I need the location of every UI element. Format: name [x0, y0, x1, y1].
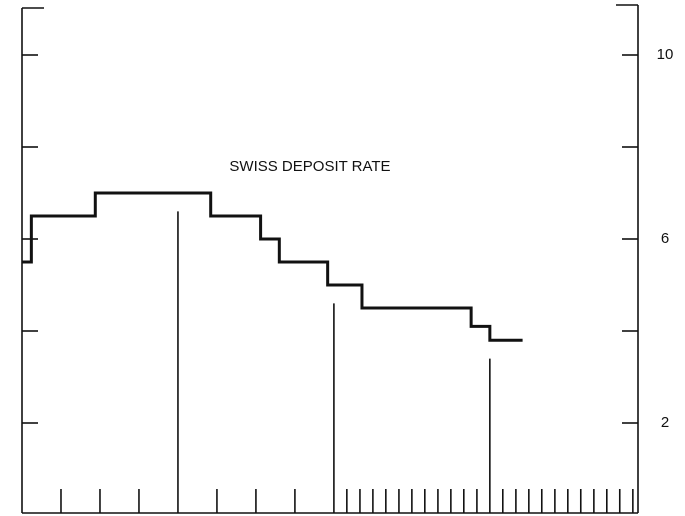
- y-tick-label: 2: [661, 414, 669, 431]
- y-tick-label: 6: [661, 230, 669, 247]
- rate-line: [22, 191, 523, 342]
- y-tick-label: 10: [657, 46, 674, 63]
- annotation: SWISS DEPOSIT RATE: [229, 158, 390, 175]
